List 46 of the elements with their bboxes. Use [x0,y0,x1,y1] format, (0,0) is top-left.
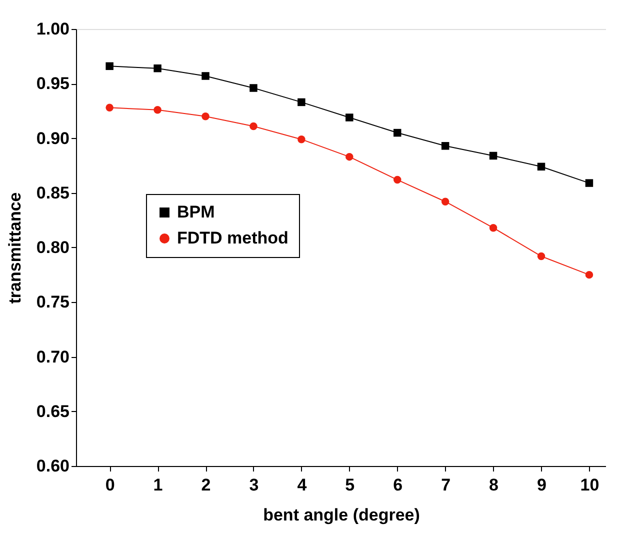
x-tick-label: 3 [249,476,259,494]
point [585,179,594,187]
y-tick-label: 0.60 [36,456,70,476]
point [441,198,450,206]
point [346,152,354,161]
point [202,72,210,80]
point [250,122,258,130]
point [537,252,546,260]
point [154,106,162,114]
x-tick-label: 1 [153,476,163,494]
y-axis-title: transmittance [5,192,24,304]
point [537,162,546,171]
y-tick-label: 0.70 [36,347,70,366]
x-tick-label: 0 [105,476,115,494]
point [106,104,114,112]
y-tick-label: 0.80 [36,238,70,257]
x-tick-label: 10 [580,476,600,494]
point [489,224,498,232]
y-tick-label: 0.95 [36,74,70,94]
point [393,128,402,137]
y-tick-label: 0.85 [36,183,70,202]
y-tick-label: 0.65 [36,402,70,421]
point [202,112,210,120]
point [298,135,306,144]
point [298,98,306,106]
legend-label: FDTD method [177,228,288,248]
x-tick-label: 5 [345,476,355,494]
point [250,84,258,92]
x-axis-title: bent angle (degree) [263,506,420,524]
point [106,62,114,70]
point [441,142,450,150]
x-tick-label: 2 [201,476,211,494]
point [346,114,354,122]
x-tick-label: 8 [489,476,499,494]
y-tick-label: 0.90 [36,128,70,148]
point [585,270,594,279]
legend-label: BPM [177,202,215,222]
x-tick-label: 9 [537,476,546,494]
x-tick-label: 4 [297,476,308,494]
y-tick-label: 0.75 [36,292,70,312]
point [154,64,162,72]
point [393,176,402,184]
y-tick-label: 1.00 [36,20,70,38]
x-tick-label: 7 [441,476,451,494]
x-tick-label: 6 [393,476,403,494]
point [489,152,498,160]
